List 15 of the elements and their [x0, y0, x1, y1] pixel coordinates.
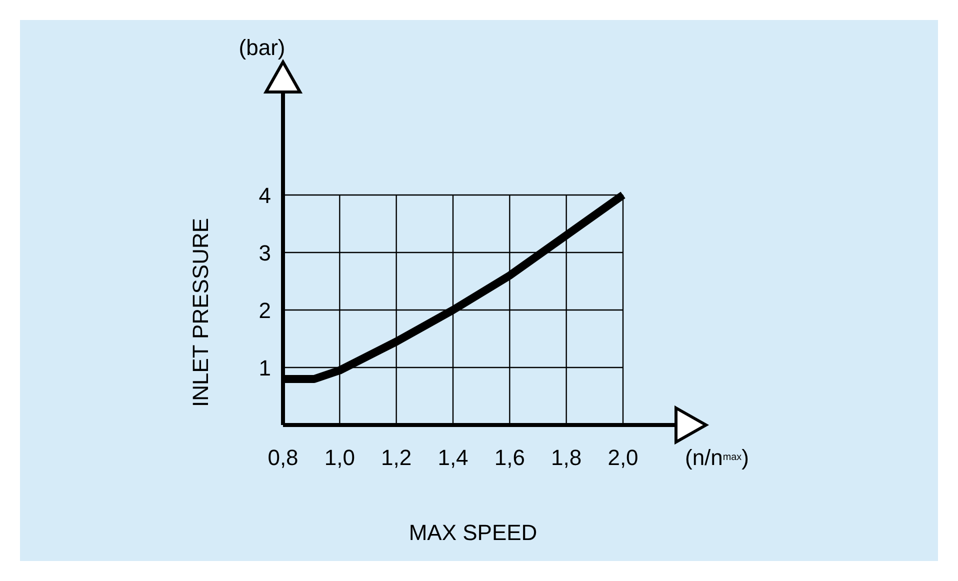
y-axis-title: INLET PRESSURE — [188, 218, 213, 408]
y-tick-label: 1 — [258, 356, 271, 380]
x-tick-label: 1,2 — [381, 445, 412, 470]
text: (n/n$^{max}$) — [685, 445, 749, 470]
x-axis-title: MAX SPEED — [408, 520, 538, 545]
y-tick-label: 2 — [258, 298, 271, 323]
text: (bar) — [238, 35, 286, 60]
x-tick-label: 1,6 — [494, 445, 525, 470]
x-tick-label: 1,0 — [324, 445, 355, 470]
y-tick-label: 3 — [258, 240, 271, 266]
y-tick-label: 4 — [258, 183, 271, 208]
x-tick-label: 0,8 — [268, 445, 298, 470]
x-tick-label: 1,4 — [438, 445, 468, 470]
x-tick-label: 2,0 — [608, 445, 638, 470]
x-tick-label: 1,8 — [551, 445, 582, 470]
